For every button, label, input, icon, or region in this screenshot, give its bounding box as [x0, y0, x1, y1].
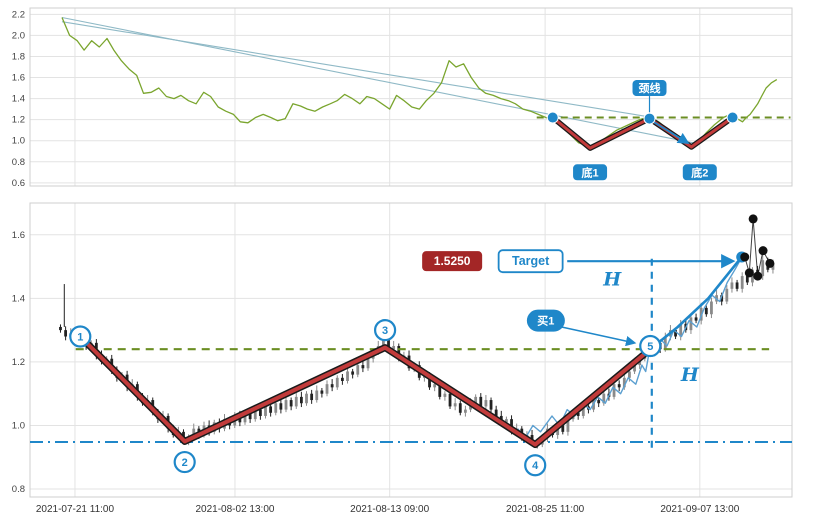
- y-tick-label: 1.2: [12, 357, 25, 368]
- buy-label: 买1: [526, 309, 565, 332]
- end-price-dot: [748, 214, 758, 224]
- x-tick-label: 2021-08-02 13:00: [195, 504, 274, 515]
- neckline-label: 颈线: [632, 80, 667, 97]
- svg-text:1: 1: [77, 331, 83, 343]
- svg-text:Target: Target: [512, 254, 550, 268]
- pivot-circle-4: 4: [524, 454, 547, 477]
- x-tick-label: 2021-08-13 09:00: [350, 504, 429, 515]
- svg-text:底2: 底2: [691, 165, 708, 179]
- descending-trendline: [61, 21, 654, 119]
- y-tick-label: 1.6: [12, 73, 25, 84]
- end-price-dot: [740, 252, 750, 262]
- pivot-dot: [643, 112, 656, 125]
- svg-text:5: 5: [647, 341, 653, 353]
- fall-to-bottom2-arrow: [652, 120, 690, 145]
- y-tick-label: 2.2: [12, 9, 25, 20]
- buy-arrow: [559, 325, 637, 347]
- y-tick-label: 1.2: [12, 115, 25, 126]
- y-tick-label: 1.8: [12, 51, 25, 62]
- pivot-dot: [726, 111, 739, 124]
- plot-border: [29, 202, 793, 498]
- end-price-dot: [744, 268, 754, 278]
- svg-text:买1: 买1: [537, 315, 554, 328]
- y-tick-label: 1.4: [12, 293, 25, 304]
- bottom1-label: 底1: [573, 164, 608, 181]
- pivot-circle-3: 3: [373, 319, 397, 342]
- h-label-lower: H: [680, 364, 700, 386]
- target-label-box: Target: [497, 249, 564, 274]
- svg-text:底1: 底1: [582, 165, 599, 179]
- w-pattern-outline: [76, 333, 654, 449]
- y-tick-label: 1.0: [12, 420, 25, 431]
- x-tick-label: 2021-08-25 11:00: [506, 504, 585, 515]
- y-tick-label: 1.4: [12, 94, 25, 105]
- y-tick-label: 1.6: [12, 230, 25, 241]
- lower-candlestick-chart: 1.6 1.4 1.2 1.0 0.8 2021-07-21 11:00 2021-08-0…: [12, 202, 793, 515]
- y-tick-label: 0.6: [12, 178, 25, 189]
- x-tick-label: 2021-07-21 11:00: [36, 504, 115, 515]
- y-tick-label: 0.8: [12, 484, 25, 495]
- pivot-circle-5: 5: [639, 334, 662, 358]
- svg-text:3: 3: [382, 325, 388, 337]
- h-label-upper: H: [602, 269, 622, 291]
- pivot-circle-1: 1: [69, 325, 92, 348]
- plot-border: [29, 7, 793, 187]
- x-tick-label: 2021-09-07 13:00: [660, 504, 739, 515]
- target-price-box: 1.5250: [422, 251, 483, 272]
- w-pattern-zigzag: [78, 334, 653, 447]
- pivot-circle-2: 2: [173, 450, 196, 474]
- end-price-dot: [758, 246, 768, 256]
- svg-text:1.5250: 1.5250: [434, 254, 471, 268]
- price-line: [61, 17, 778, 148]
- pivot-dot: [546, 111, 559, 124]
- svg-text:2: 2: [182, 457, 188, 469]
- svg-text:4: 4: [532, 460, 539, 472]
- y-tick-label: 1.0: [12, 136, 25, 147]
- bottom2-label: 底2: [682, 164, 717, 181]
- end-price-dot: [753, 271, 763, 281]
- rally-line: [649, 256, 743, 351]
- y-tick-label: 2.0: [12, 30, 25, 41]
- y-tick-label: 0.8: [12, 157, 25, 168]
- svg-text:颈线: 颈线: [639, 81, 661, 95]
- end-price-dot: [765, 258, 775, 268]
- descending-trendline: [61, 16, 694, 144]
